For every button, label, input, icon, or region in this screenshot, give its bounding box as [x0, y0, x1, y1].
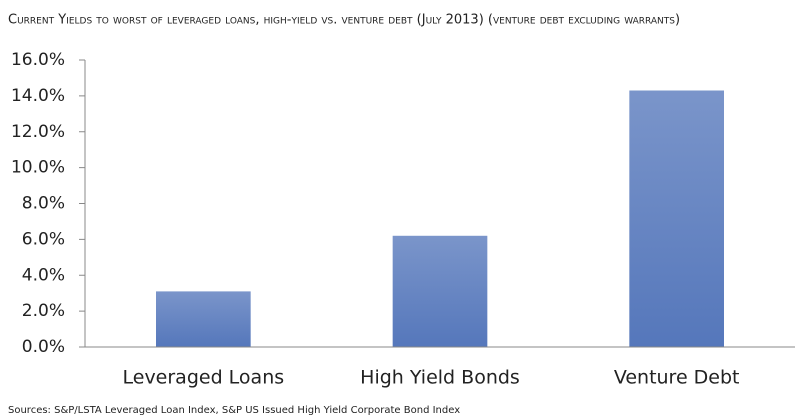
y-tick-label: 6.0% — [22, 229, 65, 249]
y-tick-label: 0.0% — [22, 337, 65, 357]
bar — [156, 291, 251, 347]
y-tick-label: 4.0% — [22, 265, 65, 285]
bar — [392, 235, 488, 347]
source-note: Sources: S&P/LSTA Leveraged Loan Index, … — [8, 405, 460, 416]
y-tick-label: 8.0% — [22, 194, 65, 214]
y-tick-label: 14.0% — [11, 86, 65, 106]
chart-title: Current Yields to worst of leveraged loa… — [8, 13, 680, 28]
y-tick-label: 16.0% — [11, 50, 65, 70]
y-tick-label: 2.0% — [22, 301, 65, 321]
x-tick-label: High Yield Bonds — [360, 367, 520, 389]
x-tick-label: Leveraged Loans — [123, 367, 285, 389]
y-tick-label: 10.0% — [11, 158, 65, 178]
bar — [629, 90, 724, 348]
y-tick-label: 12.0% — [11, 122, 65, 142]
x-tick-label: Venture Debt — [614, 367, 740, 389]
